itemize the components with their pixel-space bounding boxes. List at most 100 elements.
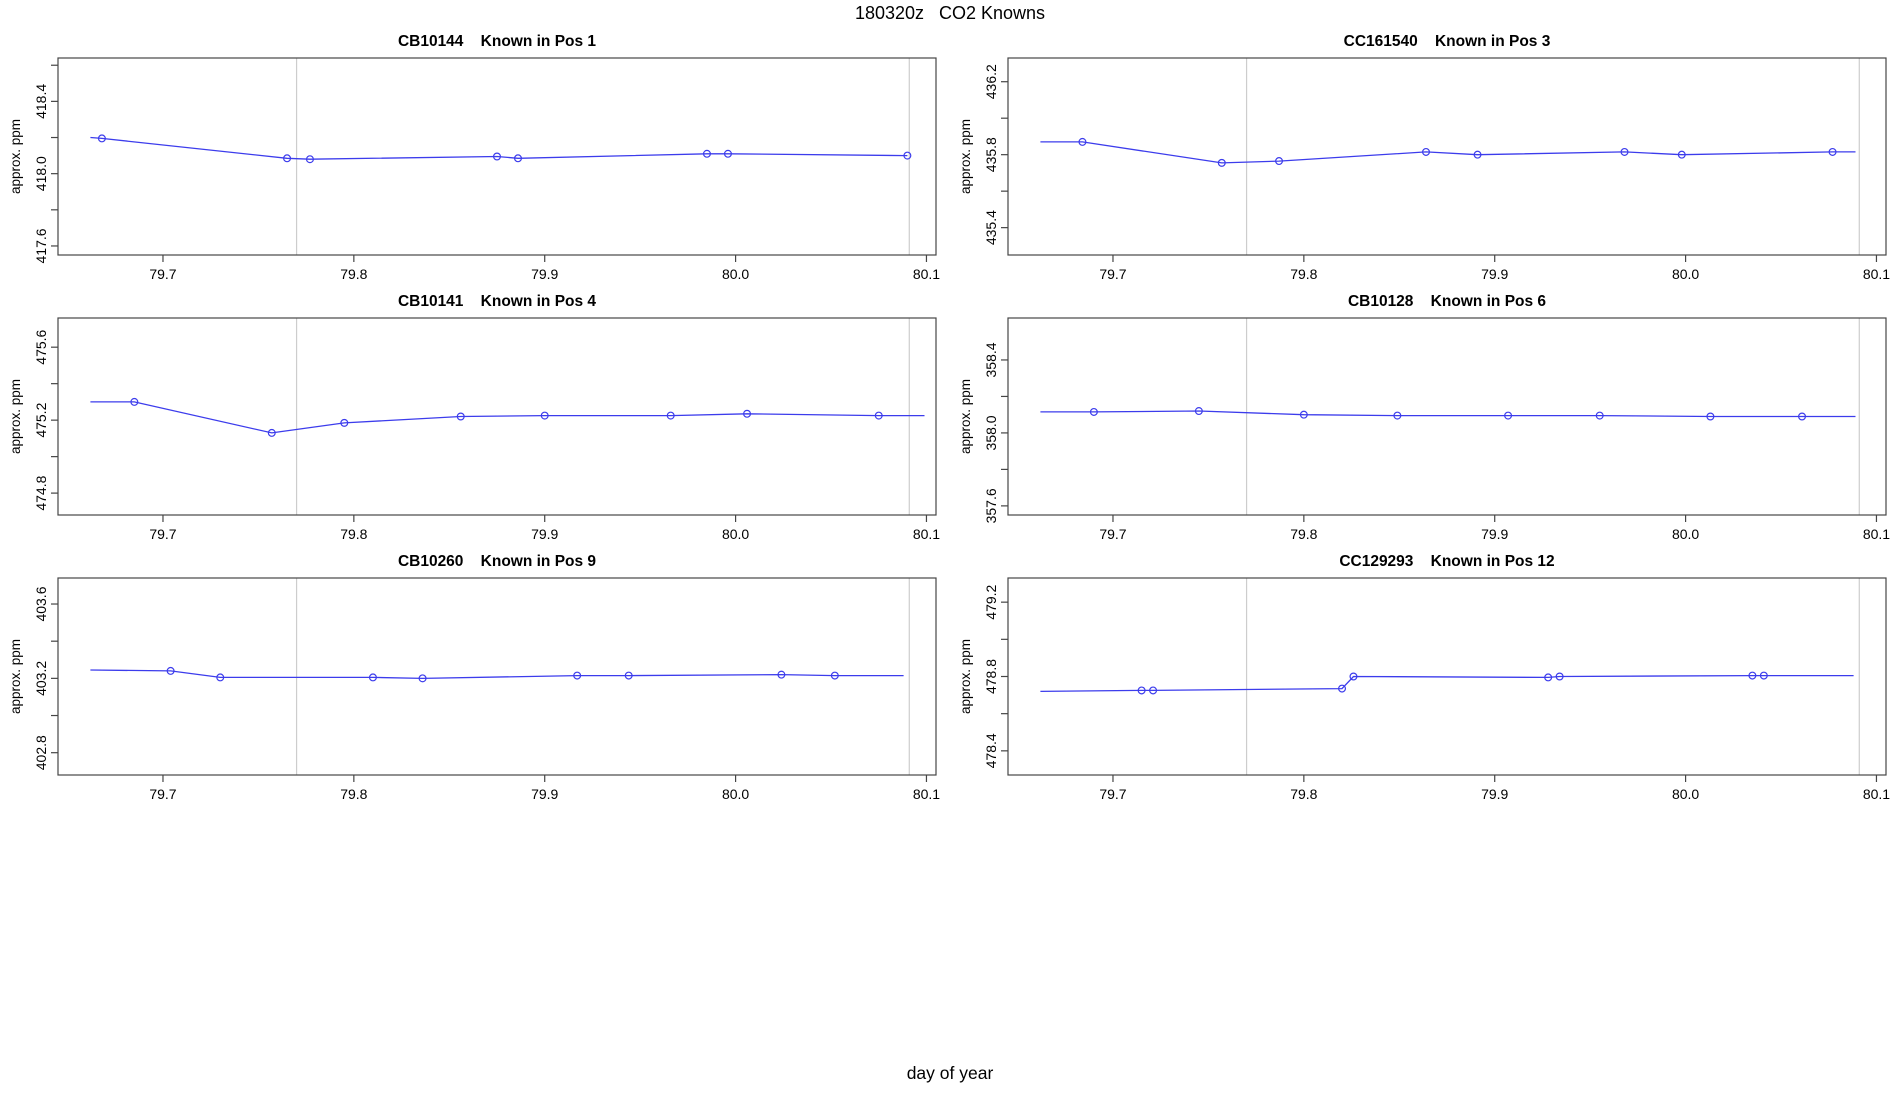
x-axis-outer-label: day of year [906,1063,994,1083]
y-axis-label: approx. ppm [8,119,23,194]
subplot-title: CB10128 Known in Pos 6 [1347,293,1547,310]
subplot: CC129293 Known in Pos 12 79.7 79.8 79.9 80.… [950,550,1900,810]
y-axis-label: approx. ppm [958,119,973,194]
y-tick-label: 478.4 [983,733,999,768]
y-tick-label: 478.8 [983,659,999,694]
x-tick-label: 79.7 [149,526,176,542]
y-axis-label: approx. ppm [8,379,23,454]
x-tick-label: 79.7 [149,266,176,282]
x-tick-label: 80.1 [1863,266,1890,282]
data-point [573,671,582,680]
data-point [743,409,752,418]
data-point [340,418,349,427]
y-axis-label: approx. ppm [958,379,973,454]
data-point [493,152,502,161]
data-point [305,155,314,164]
subplot: CB10141 Known in Pos 4 79.7 79.8 79.9 80.0 8… [0,290,950,550]
x-tick-label: 80.1 [1863,526,1890,542]
data-point [1473,150,1482,159]
y-tick-label: 358.4 [983,342,999,377]
plot-area: 79.7 79.8 79.9 80.0 80.1 402.8 403.2 403.6 appro… [8,577,940,802]
data-point [1748,671,1757,680]
plot-area: 79.7 79.8 79.9 80.0 80.1 357.6 358.0 358.4 appro… [958,317,1890,542]
plot-box [1007,317,1887,516]
figure-title: 180320z CO2 Knowns [854,3,1046,23]
plot-box [1007,57,1887,256]
plot-area: 79.7 79.8 79.9 80.0 80.1 435.4 435.8 436.2 appro… [958,57,1890,282]
data-point [1275,157,1284,166]
subplot-title: CB10144 Known in Pos 1 [397,33,597,50]
data-point [874,411,883,420]
data-point [1828,147,1837,156]
data-point [777,670,786,679]
x-tick-label: 80.1 [1863,786,1890,802]
data-point [97,134,106,143]
x-tick-label: 79.7 [1099,526,1126,542]
x-tick-label: 80.0 [1672,526,1699,542]
y-axis-label: approx. ppm [8,639,23,714]
x-tick-label: 79.8 [340,266,367,282]
data-point [1217,158,1226,167]
data-line [1040,141,1856,164]
subplot: CC161540 Known in Pos 3 79.7 79.8 79.9 80.0… [950,30,1900,290]
subplot-title: CB10141 Known in Pos 4 [397,293,597,310]
data-point [1595,411,1604,420]
y-tick-label: 403.2 [33,661,49,696]
plot-box [57,57,937,256]
data-point [723,149,732,158]
data-line [1040,674,1854,693]
x-tick-label: 79.9 [1481,266,1508,282]
data-line [1040,410,1856,418]
x-tick-label: 80.0 [722,266,749,282]
y-tick-label: 475.2 [33,402,49,437]
data-point [267,428,276,437]
x-tick-label: 79.9 [531,526,558,542]
x-tick-label: 80.0 [1672,786,1699,802]
data-point [1798,412,1807,421]
x-tick-label: 80.0 [1672,266,1699,282]
data-point [513,154,522,163]
data-point [1338,684,1347,693]
data-point [1504,411,1513,420]
x-tick-label: 79.9 [1481,526,1508,542]
subplot-grid: CB10144 Known in Pos 1 79.7 79.8 79.9 80.0 8… [0,30,1900,810]
x-tick-label: 79.7 [1099,786,1126,802]
x-tick-label: 80.0 [722,786,749,802]
x-tick-label: 79.8 [1290,526,1317,542]
y-tick-label: 475.6 [33,329,49,364]
data-point [1299,410,1308,419]
data-point [1393,411,1402,420]
y-tick-label: 403.6 [33,586,49,621]
data-point [1349,672,1358,681]
subplot-title: CC161540 Known in Pos 3 [1343,33,1551,50]
x-tick-label: 80.1 [913,266,940,282]
x-tick-label: 80.1 [913,526,940,542]
data-point [1137,686,1146,695]
y-tick-label: 479.2 [983,584,999,619]
data-point [368,673,377,682]
y-tick-label: 358.0 [983,415,999,450]
data-point [1194,407,1203,416]
x-tick-label: 80.0 [722,526,749,542]
data-point [1422,147,1431,156]
data-point [216,673,225,682]
data-point [830,671,839,680]
data-point [166,666,175,675]
data-point [1078,137,1087,146]
x-tick-label: 79.8 [1290,266,1317,282]
data-point [418,674,427,683]
x-tick-label: 79.8 [340,786,367,802]
subplot-title: CB10260 Known in Pos 9 [397,553,597,570]
x-tick-label: 79.9 [531,786,558,802]
y-tick-label: 418.0 [33,156,49,191]
data-point [903,151,912,160]
y-axis-label: approx. ppm [958,639,973,714]
data-line [90,136,908,160]
y-tick-label: 436.2 [983,64,999,99]
y-tick-label: 418.4 [33,84,49,119]
data-point [456,412,465,421]
x-tick-label: 79.7 [149,786,176,802]
data-point [283,154,292,163]
data-point [666,411,675,420]
y-tick-label: 474.8 [33,475,49,510]
